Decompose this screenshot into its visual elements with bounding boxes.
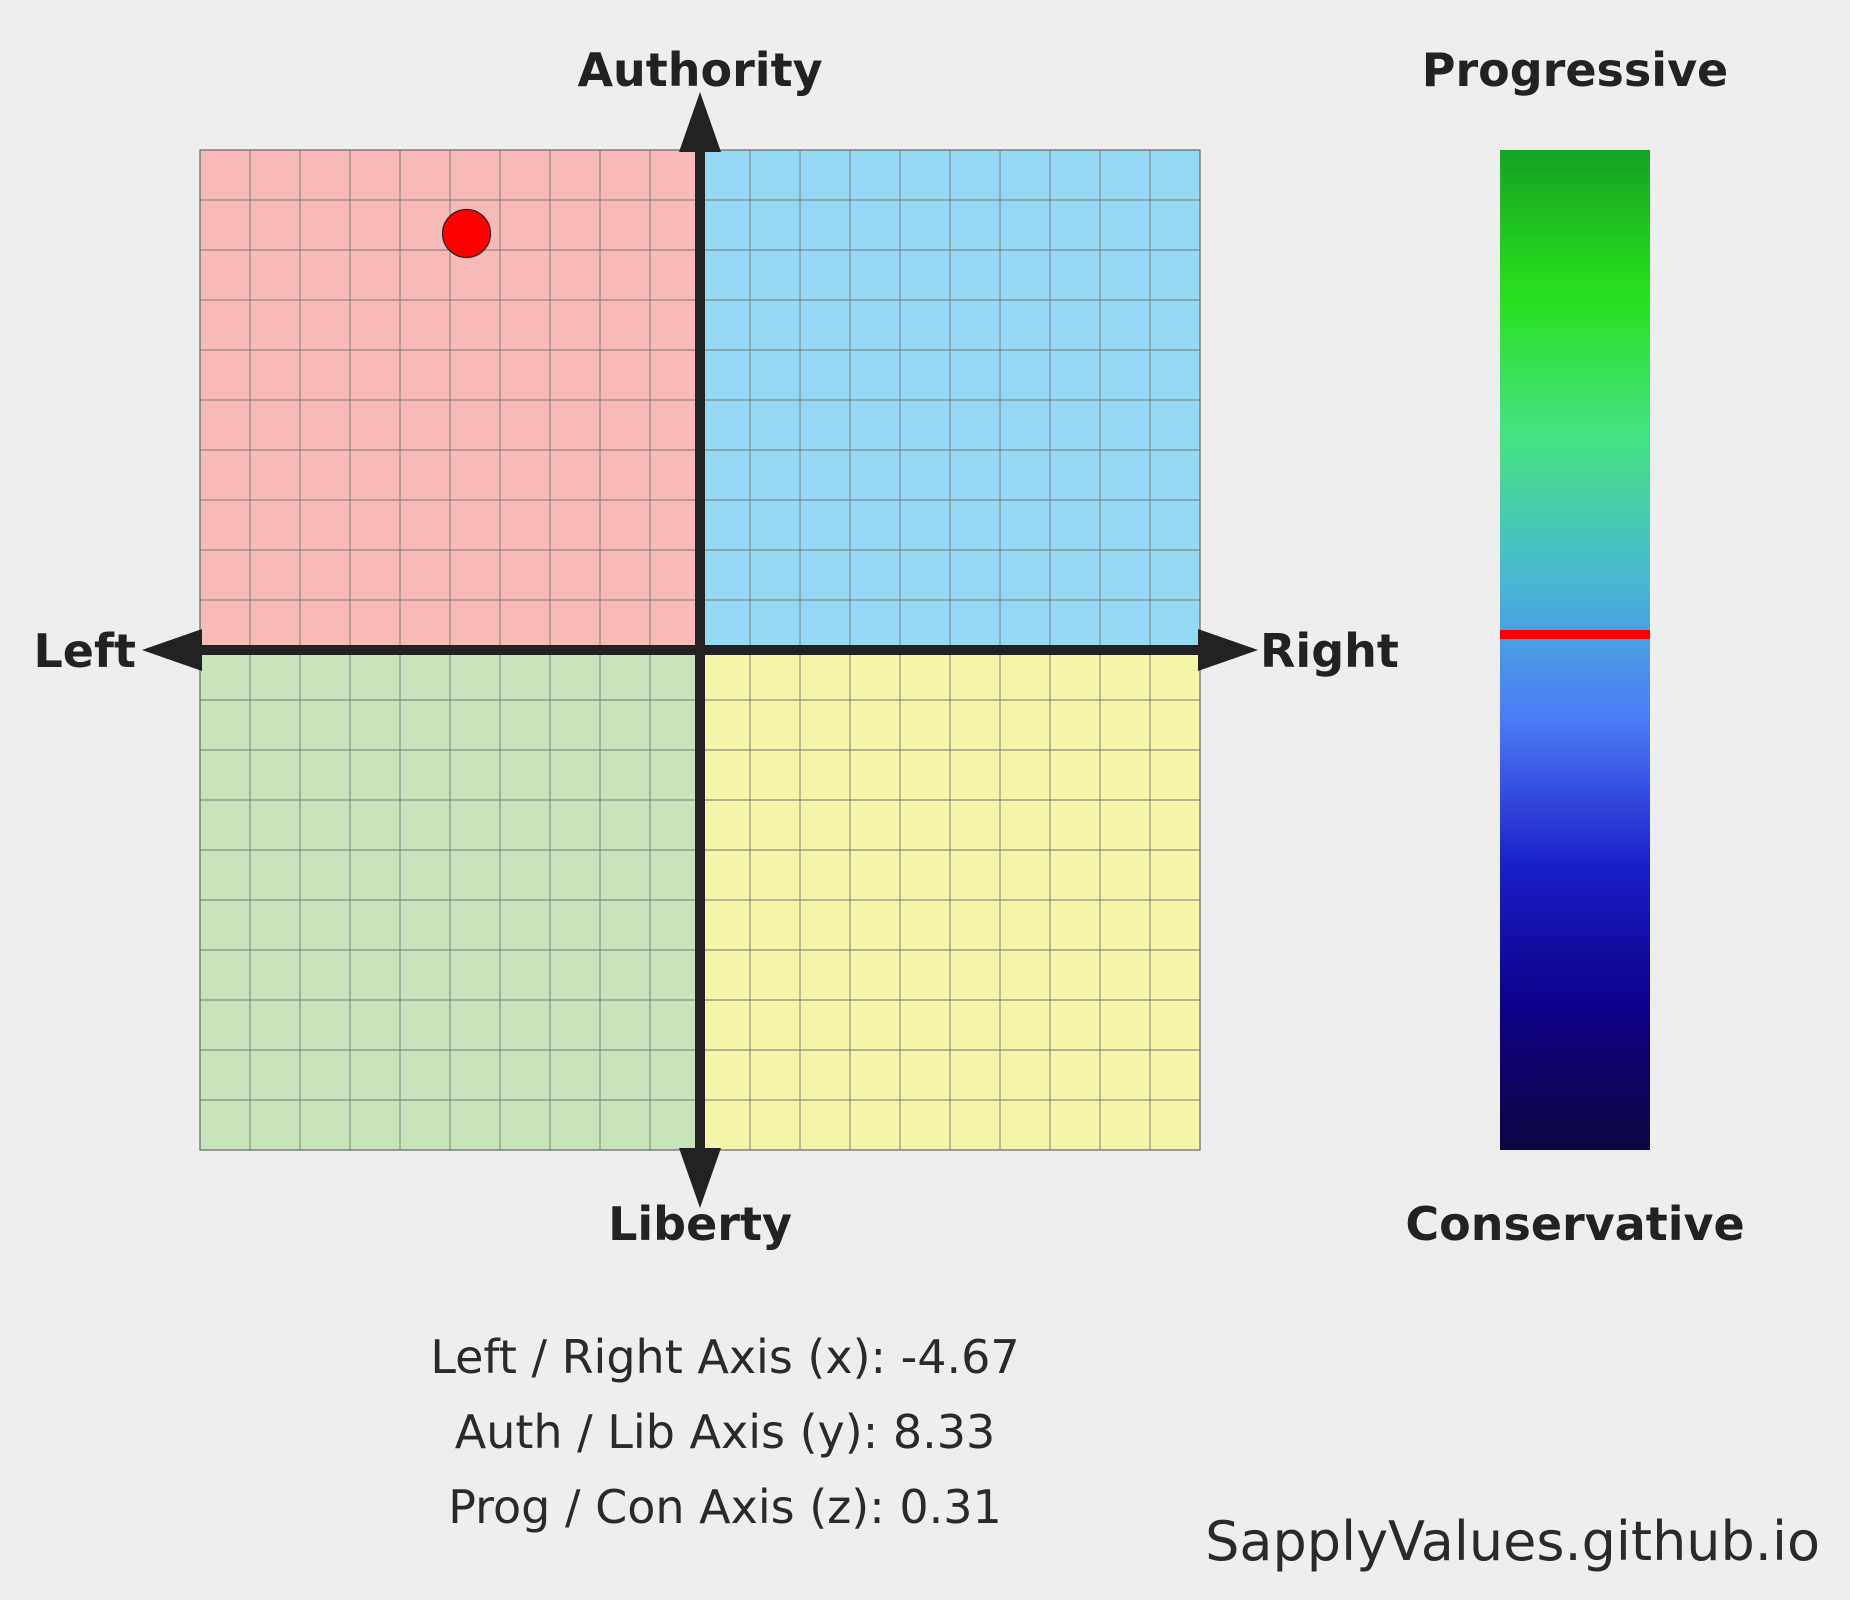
axis-label-left: Left [33,624,136,678]
scale-label-bottom: Conservative [1405,1197,1744,1251]
scale-label-top: Progressive [1422,43,1729,97]
prog-con-scale: Progressive Conservative [1405,43,1744,1251]
arrow-right-icon [1198,629,1258,671]
prog-con-marker [1500,630,1650,639]
readout-z: Prog / Con Axis (z): 0.31 [448,1480,1002,1534]
arrow-down-icon [679,1148,721,1208]
axis-label-right: Right [1260,624,1399,678]
readout-y: Auth / Lib Axis (y): 8.33 [455,1405,996,1459]
prog-con-gradient-bar [1500,150,1650,1150]
result-point [441,208,492,259]
site-watermark: SapplyValues.github.io [1205,1510,1820,1573]
axes [142,92,1258,1208]
axis-label-bottom: Liberty [608,1197,792,1251]
arrow-left-icon [142,629,202,671]
axis-label-top: Authority [577,43,822,97]
arrow-up-icon [679,92,721,152]
readout-x: Left / Right Axis (x): -4.67 [430,1330,1019,1384]
